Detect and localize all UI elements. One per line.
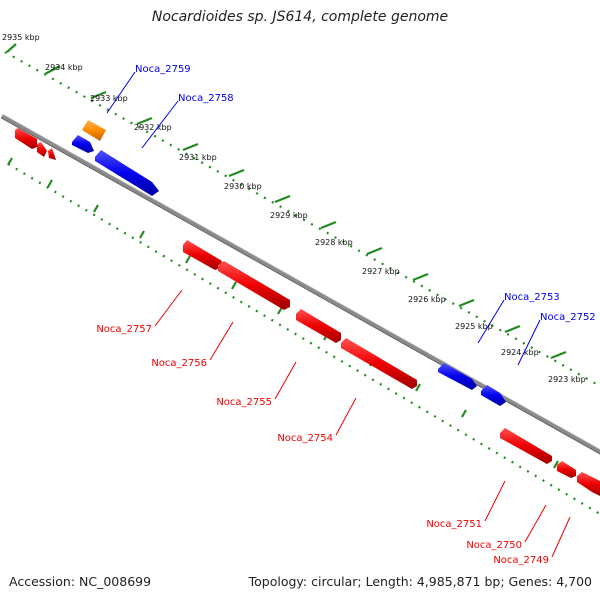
ruler-label-2923-kbp: 2923 kbp	[548, 375, 586, 384]
gene-feature-Noca_2756[interactable]	[218, 261, 290, 310]
gene-feature-Noca_2754[interactable]	[341, 338, 417, 389]
gene-label-Noca_2753[interactable]: Noca_2753	[477, 292, 560, 344]
gene-name-text: Noca_2750	[466, 540, 522, 551]
ruler-tick-2925-kbp: 2925 kbp	[455, 298, 493, 418]
ruler-tick-2931-kbp: 2931 kbp	[179, 142, 217, 264]
gene-name-text: Noca_2756	[151, 358, 207, 369]
gene-label-Noca_2756[interactable]: Noca_2756	[151, 321, 234, 369]
ruler-tick-2924-kbp: 2924 kbp	[501, 324, 539, 443]
map-title: Nocardioides sp. JS614, complete genome	[151, 9, 449, 25]
ruler-label-2933-kbp: 2933 kbp	[90, 94, 128, 103]
gene-feature-Noca_2755[interactable]	[296, 309, 341, 343]
ruler-label-2927-kbp: 2927 kbp	[362, 267, 400, 276]
ruler-tick-2933-kbp: 2933 kbp	[90, 90, 128, 213]
gene-name-text: Noca_2757	[96, 324, 152, 335]
gene-feature-Noca_2758[interactable]	[95, 150, 159, 196]
gene-label-Noca_2754[interactable]: Noca_2754	[277, 397, 357, 444]
gene-feature-Noca_2759[interactable]	[72, 135, 94, 153]
gene-label-Noca_2757[interactable]: Noca_2757	[96, 289, 183, 335]
gene-feature-unlabeled-left[interactable]	[15, 128, 56, 160]
ruler-label-2931-kbp: 2931 kbp	[179, 153, 217, 162]
gene-label-Noca_2755[interactable]: Noca_2755	[216, 361, 297, 408]
ruler-tick-2930-kbp: 2930 kbp	[224, 168, 262, 290]
ruler-label-2934-kbp: 2934 kbp	[45, 63, 83, 72]
ruler-dotted-line-upper	[4, 51, 600, 387]
ruler-tick-2934-kbp: 2934 kbp	[44, 63, 83, 188]
ruler-label-2924-kbp: 2924 kbp	[501, 348, 539, 357]
gene-label-Noca_2752[interactable]: Noca_2752	[517, 312, 596, 366]
gene-label-Noca_2758[interactable]: Noca_2758	[141, 93, 234, 149]
ruler-label-2935-kbp: 2935 kbp	[2, 33, 40, 42]
accession-label: Accession: NC_008699	[9, 574, 152, 589]
gene-feature-Noca_2751[interactable]	[500, 428, 552, 464]
ruler-tick-2927-kbp: 2927 kbp	[362, 246, 400, 367]
ruler-tick-2926-kbp: 2926 kbp	[408, 272, 446, 392]
ruler-label-2928-kbp: 2928 kbp	[315, 238, 353, 247]
genome-backbone	[0, 114, 600, 461]
gene-name-text: Noca_2755	[216, 397, 272, 408]
gene-label-Noca_2751[interactable]: Noca_2751	[426, 480, 506, 530]
gene-name-text: Noca_2752	[540, 312, 596, 323]
gene-feature-Noca_2752[interactable]	[481, 385, 506, 406]
gene-feature-Noca_2757[interactable]	[183, 240, 222, 270]
gene-name-text: Noca_2751	[426, 519, 482, 530]
gene-label-Noca_2750[interactable]: Noca_2750	[466, 504, 547, 551]
gene-feature-orange[interactable]	[82, 120, 106, 141]
gene-label-Noca_2749[interactable]: Noca_2749	[493, 516, 571, 566]
gene-name-text: Noca_2758	[178, 93, 234, 104]
gene-name-text: Noca_2759	[135, 64, 191, 75]
gene-name-text: Noca_2753	[504, 292, 560, 303]
topology-info: Topology: circular; Length: 4,985,871 bp…	[248, 574, 592, 589]
gene-feature-Noca_2753[interactable]	[438, 363, 477, 390]
ruler-tick-2932-kbp: 2932 kbp	[134, 116, 172, 239]
gene-name-text: Noca_2754	[277, 433, 333, 444]
gene-label-Noca_2759[interactable]: Noca_2759	[106, 64, 191, 114]
ruler-dotted-line-lower	[7, 163, 600, 515]
ruler-label-2926-kbp: 2926 kbp	[408, 295, 446, 304]
ruler-label-2932-kbp: 2932 kbp	[134, 123, 172, 132]
gene-feature-Noca_2750[interactable]	[557, 461, 576, 478]
ruler-tick-2923-kbp: 2923 kbp	[548, 350, 586, 469]
ruler-label-2929-kbp: 2929 kbp	[270, 211, 308, 220]
ruler-tick-2935-kbp: 2935 kbp	[2, 33, 40, 166]
gene-name-text: Noca_2749	[493, 555, 549, 566]
gene-feature-Noca_2749[interactable]	[577, 472, 600, 496]
ruler-label-2930-kbp: 2930 kbp	[224, 182, 262, 191]
ruler-label-2925-kbp: 2925 kbp	[455, 322, 493, 331]
